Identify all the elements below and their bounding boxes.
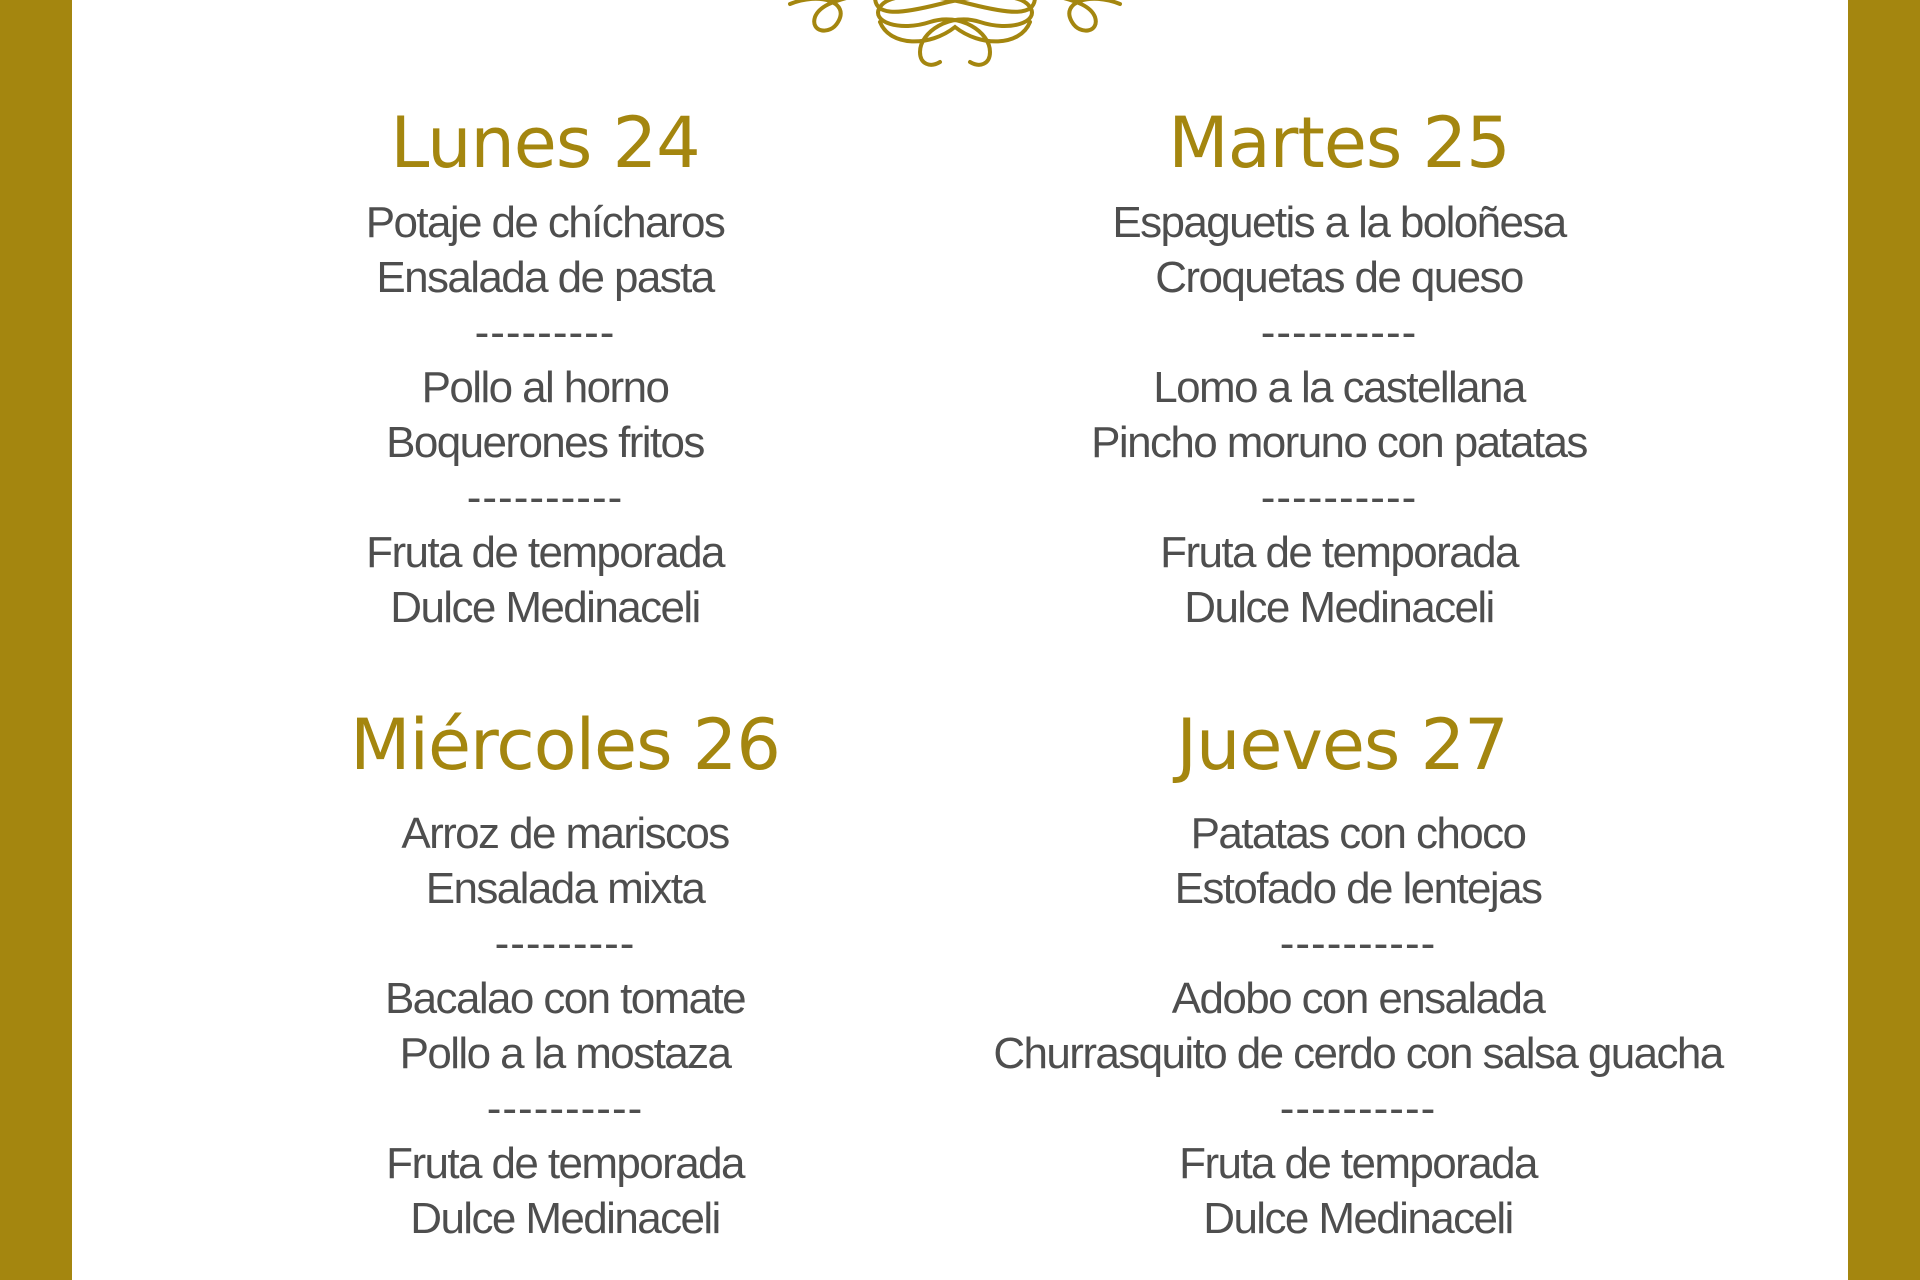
course-separator: ---------- (486, 1084, 644, 1133)
menu-item: Bacalao con tomate (384, 974, 747, 1023)
day-miercoles: Miércoles 26 Arroz de mariscos Ensalada m… (115, 700, 1015, 1243)
menu-item: Lomo a la castellana (1153, 363, 1526, 412)
menu-item: Pollo al horno (421, 363, 670, 412)
menu-list: Espaguetis a la boloñesa Croquetas de que… (889, 195, 1789, 635)
course-separator: --------- (474, 308, 616, 357)
course-separator: ---------- (1279, 1084, 1437, 1133)
menu-item: Dulce Medinaceli (410, 1194, 721, 1243)
day-heading: Lunes 24 (390, 102, 700, 184)
menu-item: Espaguetis a la boloñesa (1112, 198, 1567, 247)
menu-item: Patatas con choco (1190, 809, 1527, 858)
menu-list: Arroz de mariscos Ensalada mixta ---------… (115, 806, 1015, 1246)
menu-item: Churrasquito de cerdo con salsa guacha (993, 1029, 1724, 1078)
menu-item: Arroz de mariscos (401, 809, 730, 858)
menu-item: Pincho moruno con patatas (1091, 418, 1588, 467)
day-heading: Jueves 27 (1176, 704, 1508, 786)
menu-item: Fruta de temporada (1160, 528, 1519, 577)
menu-item: Dulce Medinaceli (1184, 583, 1495, 632)
day-jueves: Jueves 27 Patatas con choco Estofado de l… (892, 700, 1792, 1243)
course-separator: ---------- (1279, 919, 1437, 968)
day-heading: Miércoles 26 (350, 704, 781, 786)
day-lunes: Lunes 24 Potaje de chícharos Ensalada de … (95, 98, 995, 632)
course-separator: --------- (494, 919, 636, 968)
menu-item: Fruta de temporada (366, 528, 725, 577)
menu-list: Potaje de chícharos Ensalada de pasta ----… (95, 195, 995, 635)
menu-item: Pollo a la mostaza (399, 1029, 732, 1078)
menu-item: Ensalada mixta (425, 864, 706, 913)
menu-item: Boquerones fritos (386, 418, 705, 467)
left-gold-border (0, 0, 72, 1280)
menu-item: Dulce Medinaceli (390, 583, 701, 632)
menu-item: Ensalada de pasta (376, 253, 715, 302)
menu-item: Fruta de temporada (1179, 1139, 1538, 1188)
day-heading: Martes 25 (1168, 102, 1510, 184)
menu-item: Estofado de lentejas (1174, 864, 1543, 913)
course-separator: ---------- (1260, 308, 1418, 357)
course-separator: ---------- (466, 473, 624, 522)
menu-item: Fruta de temporada (386, 1139, 745, 1188)
day-martes: Martes 25 Espaguetis a la boloñesa Croque… (889, 98, 1789, 632)
menu-item: Croquetas de queso (1155, 253, 1524, 302)
course-separator: ---------- (1260, 473, 1418, 522)
menu-item: Potaje de chícharos (365, 198, 726, 247)
menu-item: Dulce Medinaceli (1203, 1194, 1514, 1243)
menu-item: Adobo con ensalada (1171, 974, 1546, 1023)
menu-list: Patatas con choco Estofado de lentejas ---… (908, 806, 1808, 1246)
flourish-ornament-icon (788, 0, 1122, 67)
right-gold-border (1848, 0, 1920, 1280)
